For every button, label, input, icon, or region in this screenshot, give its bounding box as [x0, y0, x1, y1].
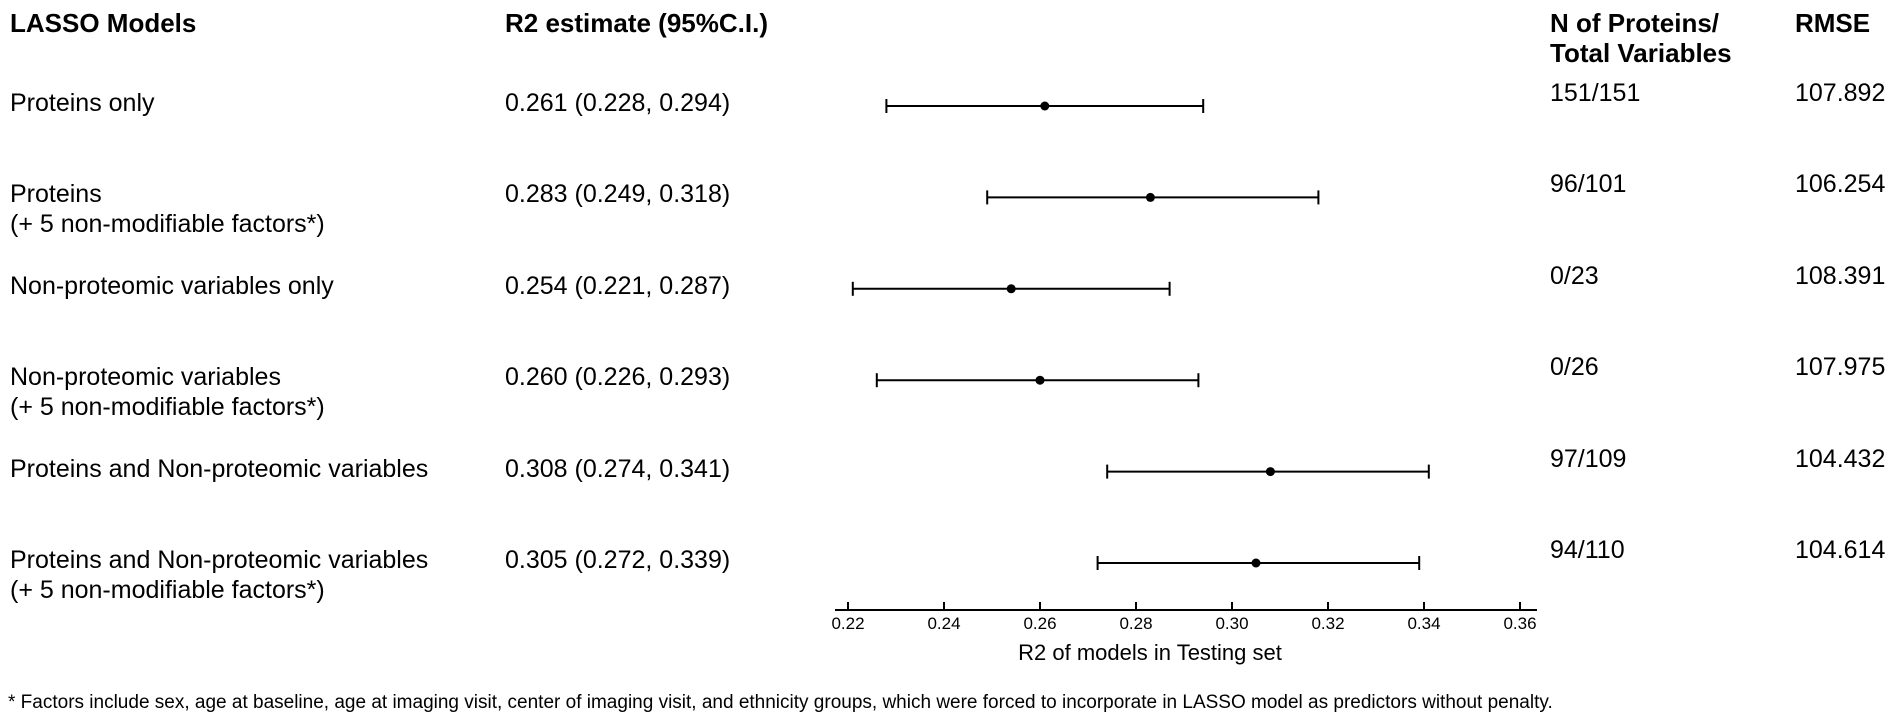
x-axis-tick-label: 0.26 — [1023, 614, 1057, 633]
estimate-column-header: R2 estimate (95%C.I.) — [505, 8, 768, 38]
rmse-value: 107.975 — [1795, 353, 1886, 382]
estimate-ci-value: 0.305 (0.272, 0.339) — [505, 546, 731, 574]
x-axis-tick-label: 0.36 — [1503, 614, 1537, 633]
x-axis-title: R2 of models in Testing set — [1018, 640, 1282, 665]
estimate-point — [1145, 192, 1155, 202]
n-proteins-value: 151/151 — [1550, 79, 1641, 107]
estimate-point — [1265, 467, 1275, 477]
rmse-column-header: RMSE — [1795, 8, 1871, 38]
n-proteins-value: 0/26 — [1550, 353, 1599, 382]
model-label-line1: Proteins and Non-proteomic variables — [10, 454, 429, 483]
model-label-line1: Proteins — [10, 180, 102, 209]
n-proteins-column-header: N of Proteins/ Total Variables — [1550, 8, 1732, 68]
estimate-ci-value: 0.254 (0.221, 0.287) — [505, 271, 731, 300]
model-label-line1: Non-proteomic variables only — [10, 271, 334, 300]
model-label-line2: (+ 5 non-modifiable factors*) — [10, 576, 325, 604]
n-proteins-value: 96/101 — [1550, 170, 1627, 199]
x-axis-tick-label: 0.30 — [1215, 614, 1249, 633]
x-axis-tick-label: 0.32 — [1311, 614, 1345, 633]
model-label-line1: Non-proteomic variables — [10, 363, 281, 392]
rmse-value: 106.254 — [1795, 170, 1886, 199]
rmse-value: 104.432 — [1795, 444, 1886, 473]
rmse-value: 108.391 — [1795, 261, 1886, 290]
estimate-ci-value: 0.260 (0.226, 0.293) — [505, 363, 731, 392]
model-label-line1: Proteins and Non-proteomic variables — [10, 546, 429, 574]
x-axis-tick-label: 0.22 — [831, 614, 865, 633]
x-axis-tick-label: 0.34 — [1407, 614, 1441, 633]
estimate-ci-value: 0.283 (0.249, 0.318) — [505, 180, 731, 209]
x-axis-tick-label: 0.28 — [1119, 614, 1153, 633]
estimate-ci-value: 0.308 (0.274, 0.341) — [505, 454, 731, 483]
n-proteins-header-line2: Total Variables — [1550, 38, 1732, 68]
x-axis-tick-label: 0.24 — [927, 614, 961, 633]
model-label-line2: (+ 5 non-modifiable factors*) — [10, 210, 325, 239]
footnote: * Factors include sex, age at baseline, … — [8, 692, 1553, 713]
n-proteins-value: 97/109 — [1550, 444, 1627, 473]
n-proteins-value: 0/23 — [1550, 261, 1599, 290]
estimate-point — [1251, 558, 1261, 568]
estimate-point — [1040, 101, 1050, 111]
rmse-value: 107.892 — [1795, 79, 1886, 107]
n-proteins-header-line1: N of Proteins/ — [1550, 8, 1720, 38]
estimate-point — [1035, 375, 1045, 385]
models-column-header: LASSO Models — [10, 8, 197, 38]
model-label-line1: Proteins only — [10, 89, 155, 117]
rmse-value: 104.614 — [1795, 536, 1886, 564]
estimate-point — [1006, 284, 1016, 294]
estimate-ci-value: 0.261 (0.228, 0.294) — [505, 89, 731, 117]
n-proteins-value: 94/110 — [1550, 536, 1625, 564]
model-label-line2: (+ 5 non-modifiable factors*) — [10, 393, 325, 422]
